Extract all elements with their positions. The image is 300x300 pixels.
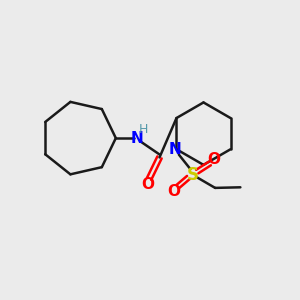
Text: O: O [208, 152, 221, 166]
Text: N: N [131, 130, 144, 146]
Text: H: H [139, 123, 148, 136]
Text: N: N [169, 142, 182, 158]
Text: S: S [187, 166, 199, 184]
Text: O: O [141, 177, 154, 192]
Text: O: O [167, 184, 180, 199]
